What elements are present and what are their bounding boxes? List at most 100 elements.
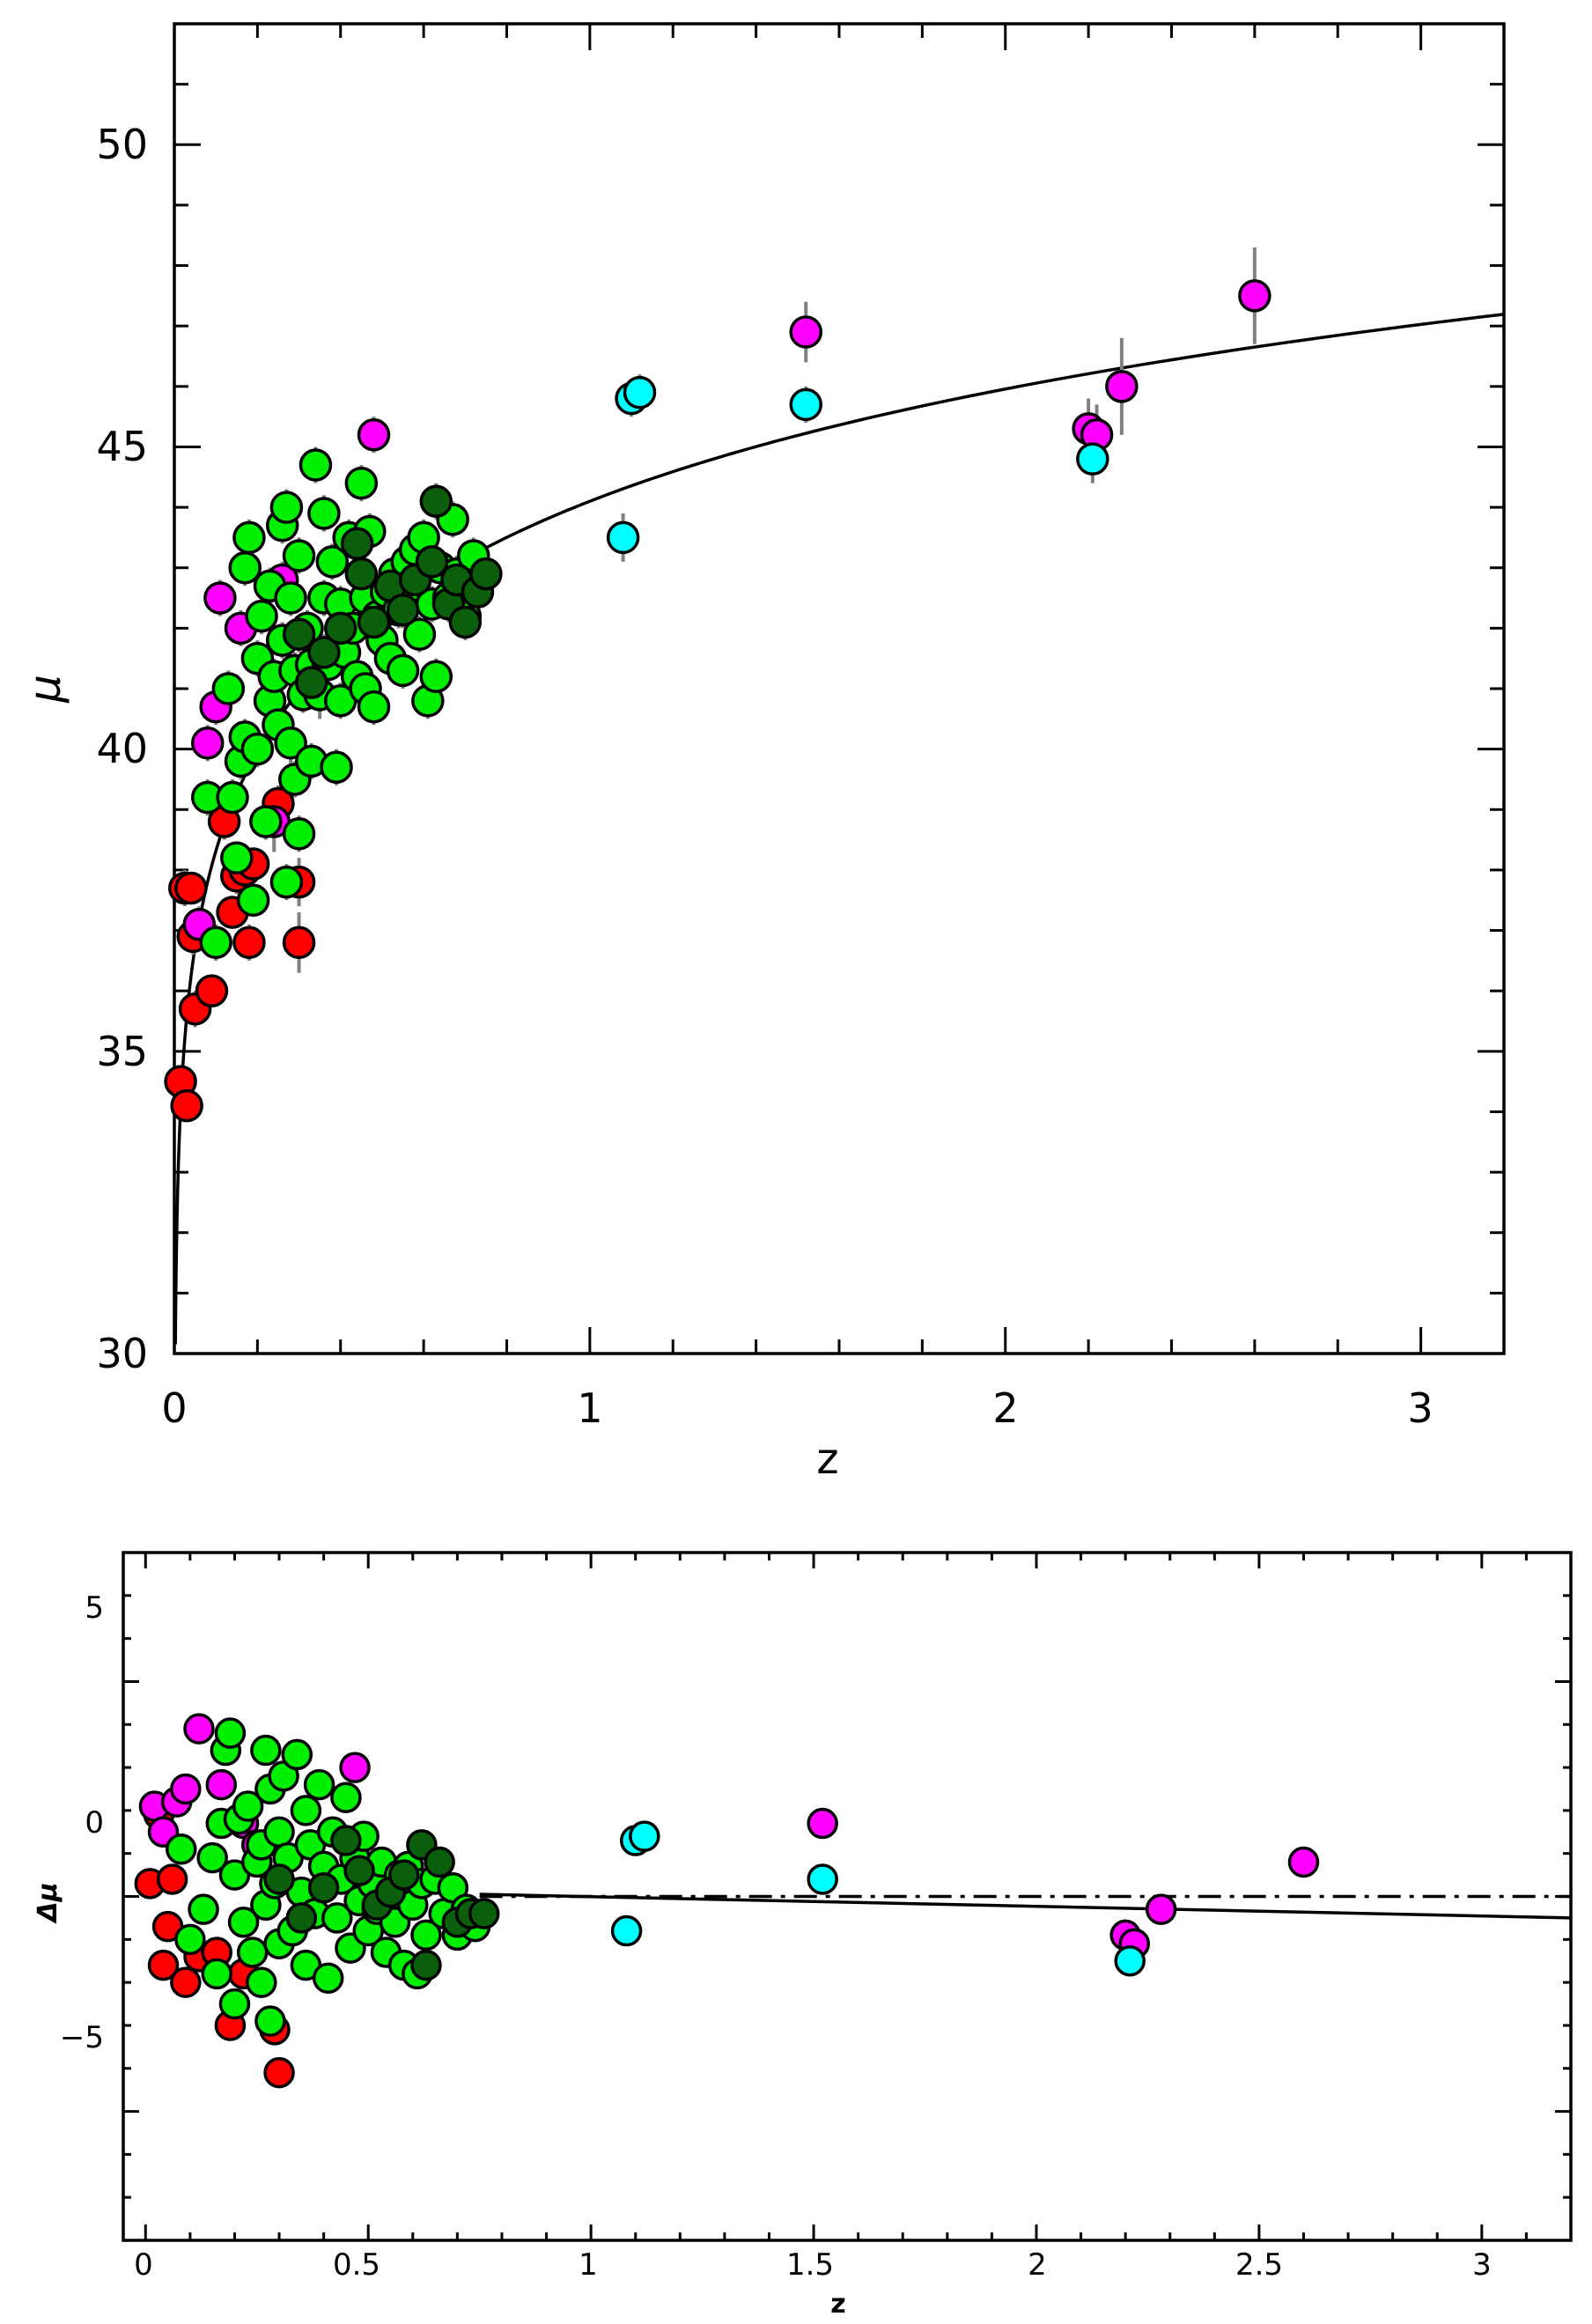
top-panel: 0 1 2 3 30 35 40 45 50 z μ	[19, 22, 1506, 1484]
bottom-point-darkgreen	[263, 1863, 295, 1895]
bottom-y-axis-label: Δμ	[33, 1882, 63, 1923]
bottom-point-red	[147, 1949, 180, 1981]
bottom-point-magenta	[205, 1768, 238, 1801]
top-point-darkgreen	[448, 605, 483, 639]
top-point-darkgreen	[357, 605, 391, 639]
top-model-curve	[173, 313, 1505, 1345]
bottom-point-darkgreen	[387, 1859, 420, 1891]
top-point-green	[419, 660, 453, 694]
top-ticks	[173, 22, 1506, 1355]
top-y-tick-label: 30	[96, 1330, 148, 1377]
bottom-x-tick-label: 0	[134, 2247, 153, 2283]
bottom-x-tick-label: 0.5	[333, 2247, 380, 2283]
top-x-axis-label: z	[816, 1435, 838, 1484]
top-point-red	[282, 926, 316, 960]
top-data-points	[164, 247, 1271, 1123]
bottom-x-tick-label: 1	[579, 2247, 598, 2283]
top-point-darkgreen	[324, 611, 357, 646]
bottom-point-green	[188, 1893, 219, 1925]
top-point-green	[274, 581, 307, 615]
top-y-tick-label: 50	[96, 121, 148, 168]
bottom-point-darkgreen	[285, 1902, 318, 1934]
top-point-green	[211, 672, 246, 705]
bottom-point-green	[330, 1782, 362, 1813]
top-x-tick-label: 2	[992, 1384, 1018, 1432]
bottom-point-green	[214, 1717, 247, 1749]
bottom-point-green	[303, 1768, 335, 1801]
bottom-point-darkgreen	[424, 1846, 455, 1878]
top-point-darkgreen	[294, 666, 328, 699]
top-point-green	[298, 448, 333, 482]
top-point-green	[386, 653, 420, 688]
top-point-green	[274, 727, 307, 760]
bottom-point-green	[410, 1919, 442, 1951]
top-point-green	[315, 545, 350, 579]
top-point-green	[344, 466, 379, 500]
top-point-green	[269, 491, 304, 524]
bottom-point-darkgreen	[410, 1949, 442, 1981]
bottom-y-tick-label: 5	[85, 1590, 104, 1626]
bottom-point-green	[218, 1988, 251, 2020]
bottom-y-tick-label: 0	[85, 1805, 104, 1841]
top-x-tick-label: 3	[1407, 1384, 1433, 1432]
bottom-y-tick-labels: −5 0 5	[60, 1590, 104, 2055]
bottom-point-darkgreen	[343, 1855, 375, 1886]
bottom-x-axis-label: z	[830, 2289, 845, 2320]
top-y-tick-label: 40	[96, 725, 148, 772]
bottom-x-tick-label: 3	[1472, 2247, 1492, 2283]
bottom-point-green	[232, 1790, 264, 1822]
bottom-point-green	[263, 1816, 295, 1848]
top-point-green	[269, 865, 304, 899]
top-point-darkgreen	[344, 557, 379, 591]
top-point-red	[195, 974, 229, 1007]
bottom-point-cyan	[1114, 1944, 1146, 1977]
bottom-point-cyan	[807, 1863, 838, 1895]
bottom-point-green	[236, 1937, 269, 1968]
bottom-point-red	[263, 2056, 295, 2089]
top-x-tick-label: 0	[161, 1384, 187, 1432]
top-x-tick-labels: 0 1 2 3	[161, 1384, 1433, 1432]
top-point-green	[282, 539, 316, 572]
top-point-green	[307, 497, 341, 530]
top-y-tick-labels: 30 35 40 45 50	[96, 121, 148, 1377]
top-point-red	[174, 871, 208, 905]
bottom-point-red	[156, 1863, 188, 1895]
bottom-point-green	[196, 1841, 228, 1874]
bottom-point-magenta	[183, 1713, 215, 1745]
bottom-point-green	[166, 1833, 197, 1865]
bottom-point-darkgreen	[330, 1825, 362, 1856]
bottom-point-magenta	[1287, 1846, 1320, 1878]
top-point-cyan	[623, 375, 657, 409]
top-point-darkgreen	[307, 636, 341, 669]
top-x-tick-label: 1	[577, 1384, 602, 1432]
bottom-point-green	[254, 2005, 286, 2037]
top-point-darkgreen	[469, 557, 503, 591]
bottom-point-darkgreen	[468, 1898, 500, 1929]
bottom-point-magenta	[807, 1807, 838, 1840]
bottom-point-green	[227, 1907, 260, 1938]
top-point-green	[245, 599, 278, 633]
bottom-y-tick-label: −5	[60, 2020, 104, 2055]
top-y-axis-label: μ	[19, 675, 70, 704]
top-point-cyan	[789, 387, 822, 422]
bottom-point-green	[321, 1902, 353, 1934]
top-point-darkgreen	[415, 545, 449, 579]
bottom-point-green	[290, 1795, 322, 1826]
bottom-point-green	[201, 1958, 232, 1990]
top-point-darkgreen	[386, 594, 420, 627]
top-point-cyan	[1076, 442, 1109, 476]
bottom-point-magenta	[339, 1752, 371, 1783]
bottom-point-green	[281, 1738, 313, 1771]
top-point-magenta	[1238, 279, 1271, 313]
top-point-green	[282, 816, 316, 851]
top-point-green	[357, 690, 391, 724]
bottom-data-points	[134, 1713, 1320, 2089]
bottom-x-tick-label: 1.5	[786, 2247, 834, 2283]
bottom-point-darkgreen	[307, 1871, 340, 1904]
bottom-x-tick-label: 2	[1028, 2247, 1047, 2283]
bottom-point-magenta	[1145, 1893, 1177, 1925]
top-point-green	[320, 750, 353, 784]
bottom-point-cyan	[610, 1915, 643, 1947]
bottom-panel: 0 0.5 1 1.5 2 2.5 3 −5 0 5 z Δμ	[33, 1551, 1573, 2320]
